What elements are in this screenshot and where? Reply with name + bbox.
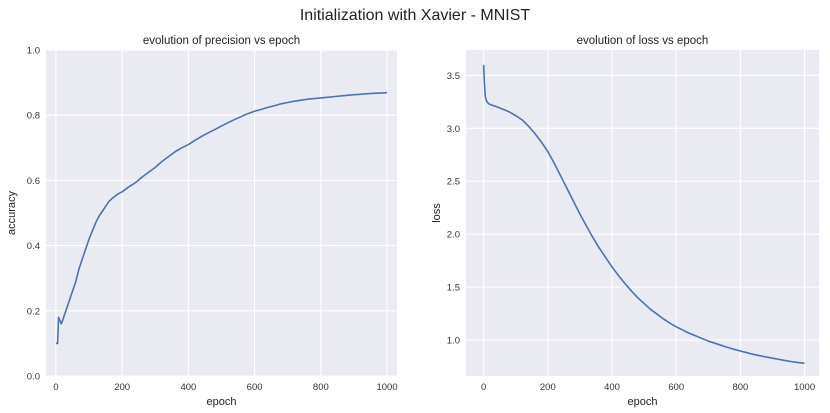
y-axis-label-loss: loss	[431, 203, 443, 223]
y-tick-label-loss: 2.5	[447, 177, 460, 188]
y-tick-label-precision: 1.0	[27, 46, 40, 57]
series-line-precision	[55, 91, 388, 345]
x-ticks-loss: 0 200 400 600 800 1000	[481, 382, 815, 393]
x-tick-label-precision: 600	[247, 382, 263, 393]
chart-precision: 0 200 400 600 800 1000 0.0 0.2 0.4 0.6 0.8 1.0 evo…	[6, 35, 398, 408]
x-tick-label-precision: 400	[180, 382, 196, 393]
x-tick-label-loss: 400	[604, 382, 620, 393]
y-tick-label-precision: 0.8	[27, 111, 40, 122]
x-tick-label-precision: 1000	[376, 382, 397, 393]
x-tick-label-loss: 1000	[794, 382, 815, 393]
gridlines-precision	[46, 49, 397, 377]
x-tick-label-precision: 0	[53, 382, 58, 393]
y-tick-label-precision: 0.0	[27, 372, 40, 383]
x-ticks-precision: 0 200 400 600 800 1000	[53, 382, 397, 393]
x-tick-label-loss: 200	[540, 382, 556, 393]
plot-area-precision	[46, 50, 397, 376]
gridlines-loss	[466, 50, 819, 376]
plot-area-loss	[466, 50, 819, 376]
y-tick-label-loss: 1.0	[447, 336, 460, 347]
y-ticks-loss: 1.0 1.5 2.0 2.5 3.0 3.5	[447, 71, 460, 347]
y-tick-label-loss: 2.0	[447, 230, 460, 241]
series-layer-precision	[55, 91, 388, 345]
x-tick-label-precision: 200	[114, 382, 130, 393]
y-axis-label-precision: accuracy	[6, 190, 18, 235]
y-tick-label-precision: 0.6	[27, 176, 40, 187]
chart-title-loss: evolution of loss vs epoch	[577, 35, 709, 47]
y-tick-label-loss: 1.5	[447, 283, 460, 294]
series-line-loss	[482, 64, 805, 365]
y-tick-label-precision: 0.4	[27, 241, 40, 252]
y-tick-label-loss: 3.5	[447, 71, 460, 82]
x-tick-label-precision: 800	[313, 382, 329, 393]
series-layer-loss	[482, 64, 805, 365]
y-tick-label-loss: 3.0	[447, 124, 460, 135]
chart-loss: 0 200 400 600 800 1000 1.0 1.5 2.0 2.5 3.0 3.5 evo…	[431, 35, 819, 408]
x-tick-label-loss: 800	[732, 382, 748, 393]
y-ticks-precision: 0.0 0.2 0.4 0.6 0.8 1.0	[27, 46, 40, 383]
x-axis-label-precision: epoch	[207, 396, 237, 408]
x-tick-label-loss: 0	[481, 382, 486, 393]
x-axis-label-loss: epoch	[628, 396, 658, 408]
x-tick-label-loss: 600	[668, 382, 684, 393]
chart-title-precision: evolution of precision vs epoch	[143, 35, 300, 47]
y-tick-label-precision: 0.2	[27, 306, 40, 317]
figure-title: Initialization with Xavier - MNIST	[300, 7, 531, 24]
